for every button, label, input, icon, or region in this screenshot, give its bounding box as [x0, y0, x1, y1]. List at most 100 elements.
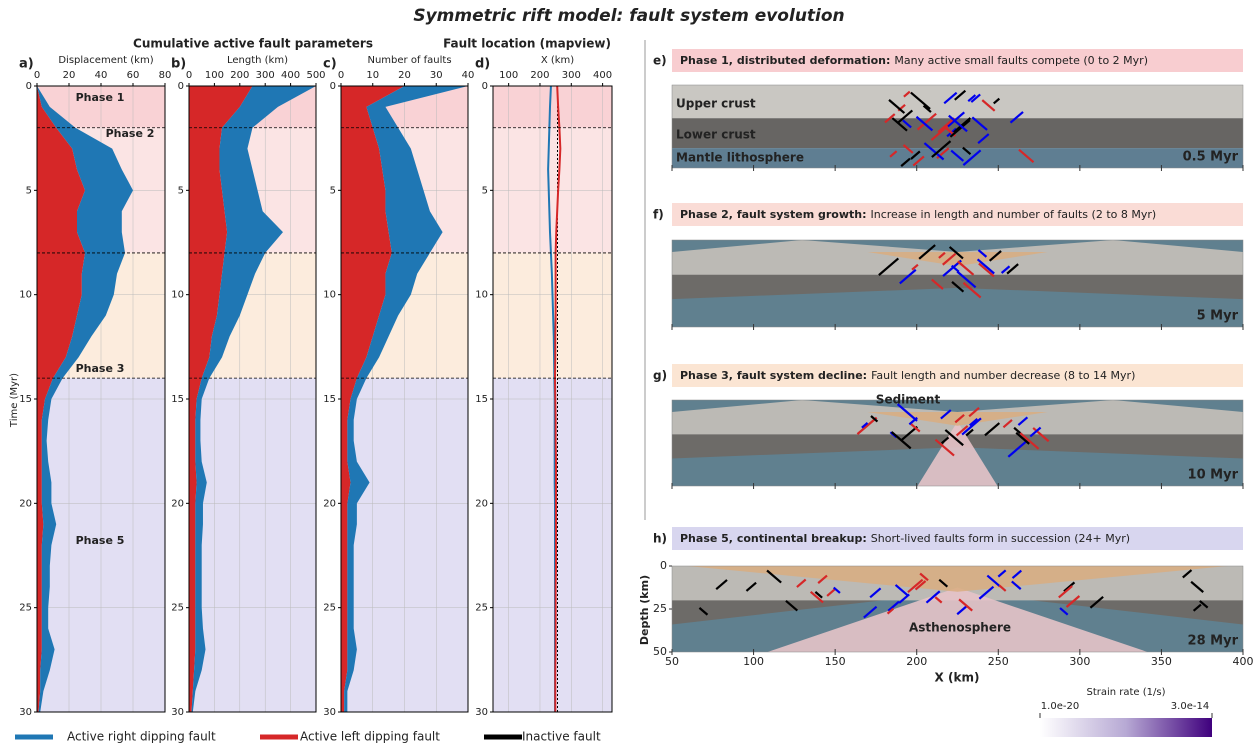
fault: [884, 113, 896, 124]
fault: [900, 157, 911, 167]
y-tick-label: 15: [19, 394, 32, 405]
fault: [785, 599, 799, 612]
panel-label: b): [171, 57, 186, 72]
area: [37, 86, 133, 712]
y-tick-label: 0: [330, 81, 336, 92]
fault: [1002, 419, 1013, 429]
section-header: [672, 527, 1243, 550]
x-tick-label: 30: [430, 70, 443, 81]
y-tick-label: 0: [482, 81, 488, 92]
time-label: 5 Myr: [1197, 309, 1239, 324]
time-label: 28 Myr: [1188, 634, 1239, 649]
colorbar: [1040, 718, 1212, 737]
fault: [923, 142, 945, 161]
fault: [1032, 427, 1050, 443]
section-frame: [671, 84, 1244, 169]
fault: [863, 605, 878, 619]
fault: [988, 250, 1002, 262]
y-tick-label: 0: [178, 81, 184, 92]
fault-trace: [554, 85, 562, 712]
fault: [887, 600, 900, 612]
x-axis-label: X (km): [935, 671, 980, 685]
fault: [955, 425, 969, 437]
fault: [984, 422, 1001, 437]
fault: [1013, 426, 1022, 435]
panel: 100 200 300 400 0 5 10 15 20 25 30 X (km) d): [475, 55, 613, 718]
fault: [956, 270, 977, 289]
layer-label: Lower crust: [676, 128, 756, 142]
x-tick-label: 0: [186, 70, 192, 81]
y-tick-label: 15: [475, 394, 488, 405]
fault: [970, 93, 981, 103]
fault: [1199, 600, 1209, 609]
fault: [817, 574, 828, 584]
fault: [968, 407, 980, 418]
fault: [981, 99, 996, 112]
fault: [943, 91, 958, 105]
fault: [954, 413, 965, 424]
fault: [766, 569, 782, 584]
fault: [998, 584, 1007, 592]
legend-label: Active right dipping fault: [67, 730, 216, 744]
y-tick-label: 25: [19, 603, 32, 614]
fault: [888, 99, 906, 114]
y-tick-label: 25: [653, 602, 667, 615]
fault: [938, 578, 949, 588]
fault: [931, 140, 952, 158]
x-tick-label: 200: [530, 70, 549, 81]
fault: [910, 423, 921, 433]
y-tick-label: 30: [323, 707, 336, 718]
panel-label: c): [323, 57, 337, 72]
fault: [1019, 432, 1040, 450]
fault: [922, 104, 932, 113]
fault: [978, 585, 995, 600]
x-tick-label: 100: [205, 70, 224, 81]
y-tick-label: 25: [171, 603, 184, 614]
fault: [826, 588, 836, 597]
y-tick-label: 5: [482, 185, 488, 196]
fault: [796, 578, 807, 588]
colorbar-title: Strain rate (1/s): [1086, 687, 1165, 698]
panel-label: a): [19, 57, 34, 72]
fault: [809, 590, 824, 604]
fault: [861, 422, 869, 429]
fault: [940, 436, 950, 445]
fault: [1018, 148, 1035, 164]
y-axis-label: Depth (km): [638, 575, 651, 645]
y-axis-label: Time (Myr): [9, 373, 20, 428]
x-tick-label: 500: [306, 70, 325, 81]
panel-label: g): [653, 369, 667, 383]
y-tick-label: 10: [19, 290, 32, 301]
x-tick-label: 350: [1151, 655, 1172, 668]
fault: [1000, 265, 1011, 274]
fault: [894, 584, 909, 597]
fault: [886, 607, 895, 615]
x-axis-label: X (km): [541, 55, 574, 66]
asthenosphere: [917, 421, 998, 486]
fault: [957, 260, 975, 276]
x-tick-label: 400: [281, 70, 300, 81]
fault: [903, 90, 911, 98]
y-tick-label: 10: [323, 290, 336, 301]
section-title: Fault location (mapview): [443, 37, 611, 51]
panel-label: d): [475, 57, 490, 72]
y-tick-label: 0: [660, 559, 667, 572]
fault: [965, 428, 974, 437]
fault: [890, 431, 912, 450]
heading-bold: Phase 5, continental breakup:: [680, 532, 867, 545]
fault: [891, 117, 908, 132]
fault: [954, 89, 967, 101]
fault: [899, 268, 917, 285]
phase-band: [493, 86, 612, 128]
heading-bold: Phase 3, fault system decline:: [680, 369, 867, 382]
fault: [962, 149, 982, 166]
x-tick-label: 300: [256, 70, 275, 81]
fault: [997, 569, 1007, 578]
fault: [912, 155, 925, 167]
area: [37, 86, 85, 712]
fault: [898, 593, 910, 604]
fault: [907, 578, 924, 594]
heading-text: Many active small faults compete (0 to 2…: [894, 54, 1148, 67]
fault: [902, 119, 912, 129]
